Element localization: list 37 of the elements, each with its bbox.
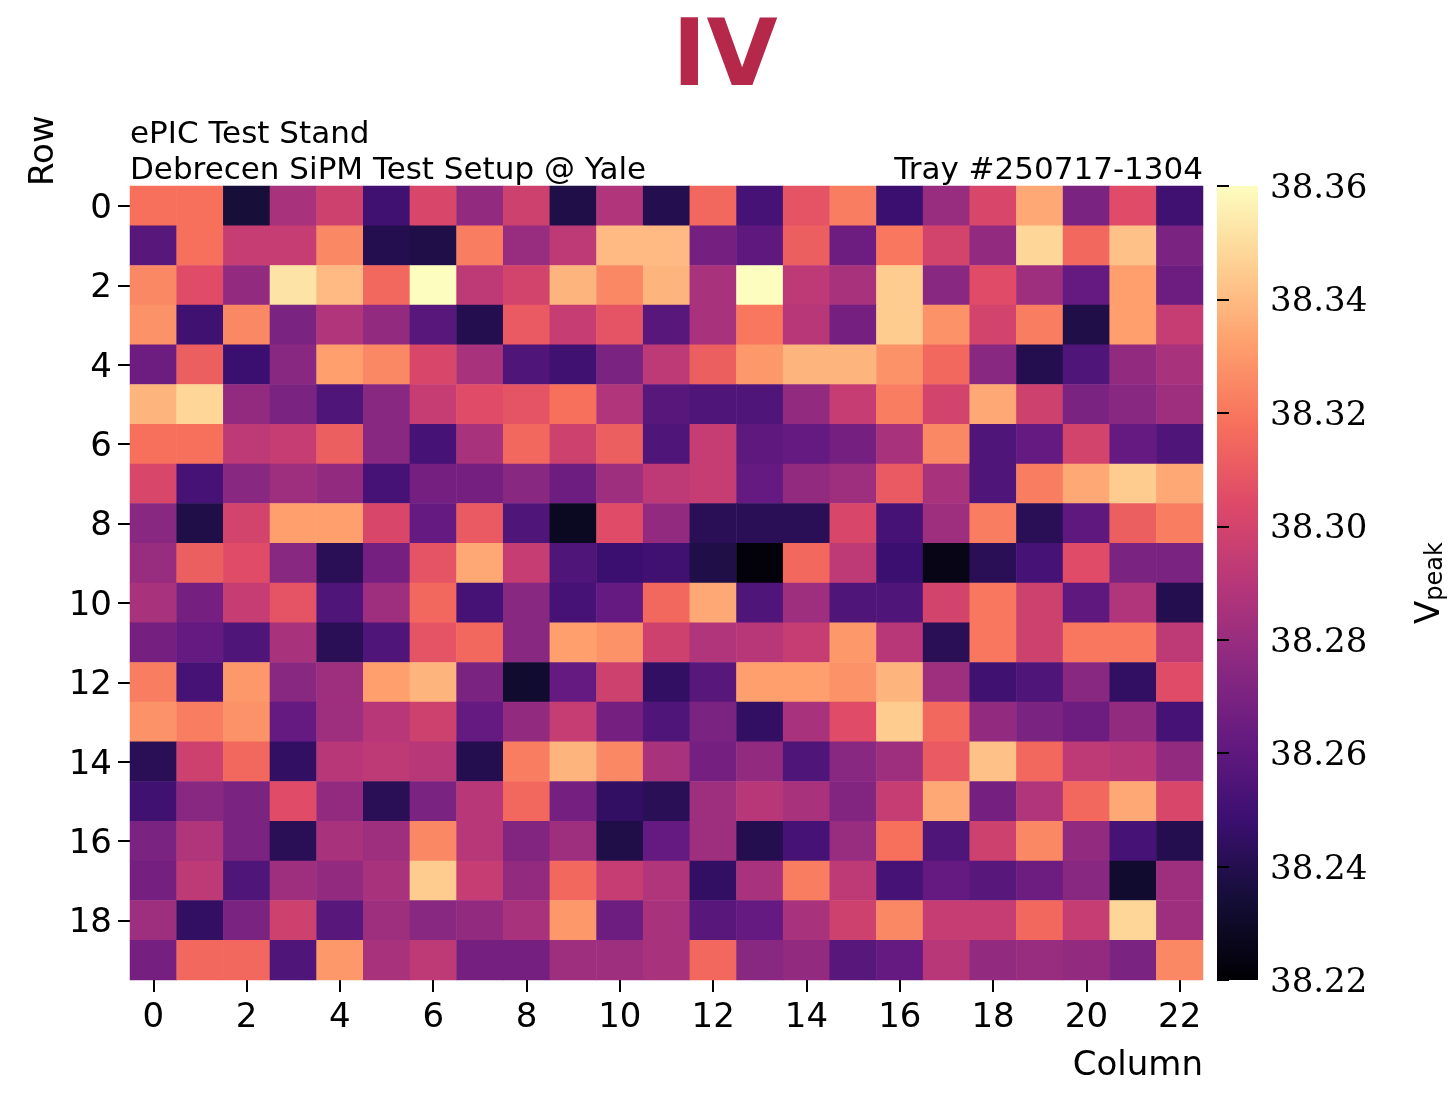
- x-tick-label: 18: [971, 995, 1015, 1035]
- x-axis-title: Column: [1072, 1043, 1203, 1083]
- color-bar-label: 38.34: [1270, 279, 1368, 320]
- color-bar-title: Vpeak: [1407, 541, 1448, 624]
- x-tick-label: 14: [784, 995, 829, 1035]
- x-tick-label: 22: [1158, 995, 1202, 1035]
- color-bar-label: 38.30: [1270, 506, 1368, 547]
- x-tick-label: 8: [515, 995, 538, 1035]
- y-tick-label: 2: [90, 265, 112, 306]
- y-tick-label: 0: [90, 185, 112, 226]
- y-tick-label: 10: [68, 582, 112, 623]
- text: Tray #250717-1304: [893, 149, 1204, 186]
- x-tick-label: 12: [691, 995, 735, 1035]
- chart-title: IV: [672, 0, 778, 107]
- color-bar-label: 38.36: [1270, 166, 1368, 206]
- x-tick-label: 10: [598, 995, 642, 1035]
- color-bar-label: 38.26: [1270, 733, 1368, 774]
- color-bar-label: 38.24: [1270, 846, 1368, 887]
- y-axis-title: Row: [21, 115, 61, 186]
- color-bar-label: 38.22: [1270, 960, 1368, 1000]
- x-tick-label: 16: [878, 995, 922, 1035]
- text: Debrecen SiPM Test Setup @ Yale: [130, 149, 647, 186]
- x-tick-label: 0: [142, 995, 165, 1035]
- y-tick-label: 16: [68, 821, 112, 862]
- x-tick-label: 4: [329, 995, 351, 1035]
- x-tick-label: 2: [235, 995, 258, 1035]
- y-tick-label: 12: [68, 662, 112, 703]
- x-tick-label: 20: [1064, 995, 1108, 1035]
- color-bar-label: 38.28: [1270, 619, 1368, 660]
- x-tick-label: 6: [422, 995, 445, 1035]
- y-tick-label: 4: [90, 344, 112, 385]
- y-tick-label: 8: [90, 503, 112, 544]
- y-tick-label: 18: [68, 900, 112, 941]
- text: ePIC Test Stand: [130, 113, 370, 150]
- y-tick-label: 14: [68, 741, 112, 782]
- y-tick-label: 6: [90, 424, 112, 465]
- color-bar-label: 38.32: [1270, 392, 1368, 433]
